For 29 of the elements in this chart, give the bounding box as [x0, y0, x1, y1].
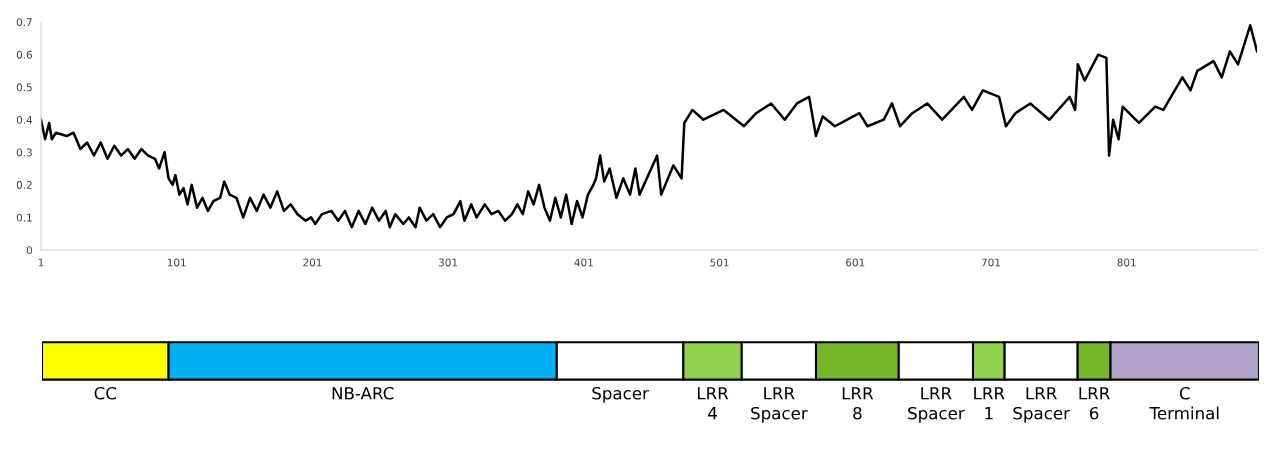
y-tick-label: 0.3 [16, 148, 32, 157]
x-tick-label: 801 [1117, 258, 1136, 267]
y-tick-label: 0.7 [16, 18, 32, 27]
line-series [41, 24, 1257, 229]
series-label: NB-ARC [332, 386, 394, 400]
series-label: CC [94, 386, 117, 400]
x-tick-label: 301 [439, 258, 458, 267]
x-tick-label: 401 [574, 258, 593, 267]
x-tick-label: 101 [167, 258, 186, 267]
series-label: LRR 8 [842, 387, 874, 420]
series-label: C Terminal [1149, 386, 1219, 420]
series-label: LRR 6 [1079, 387, 1110, 420]
x-tick-label: 201 [303, 258, 322, 267]
series-label: LRR Spacer [908, 387, 965, 423]
y-tick-label: 0.4 [16, 115, 33, 124]
y-tick-label: 0 [26, 246, 32, 255]
y-tick-label: 0.1 [16, 213, 32, 222]
series-label: LRR 4 [697, 387, 729, 420]
series-label: LRR 1 [974, 387, 1005, 420]
series-label: Spacer [592, 386, 649, 403]
x-tick-label: 1 [38, 258, 44, 267]
x-tick-label: 601 [846, 258, 865, 267]
series-label: LRR Spacer [751, 387, 808, 423]
y-tick-label: 0.5 [16, 83, 32, 92]
y-tick-label: 0.6 [16, 50, 33, 59]
x-tick-label: 501 [710, 258, 729, 267]
y-tick-label: 0.2 [16, 181, 32, 189]
series-label: LRR Spacer [1013, 387, 1070, 423]
x-tick-label: 701 [981, 258, 1000, 267]
